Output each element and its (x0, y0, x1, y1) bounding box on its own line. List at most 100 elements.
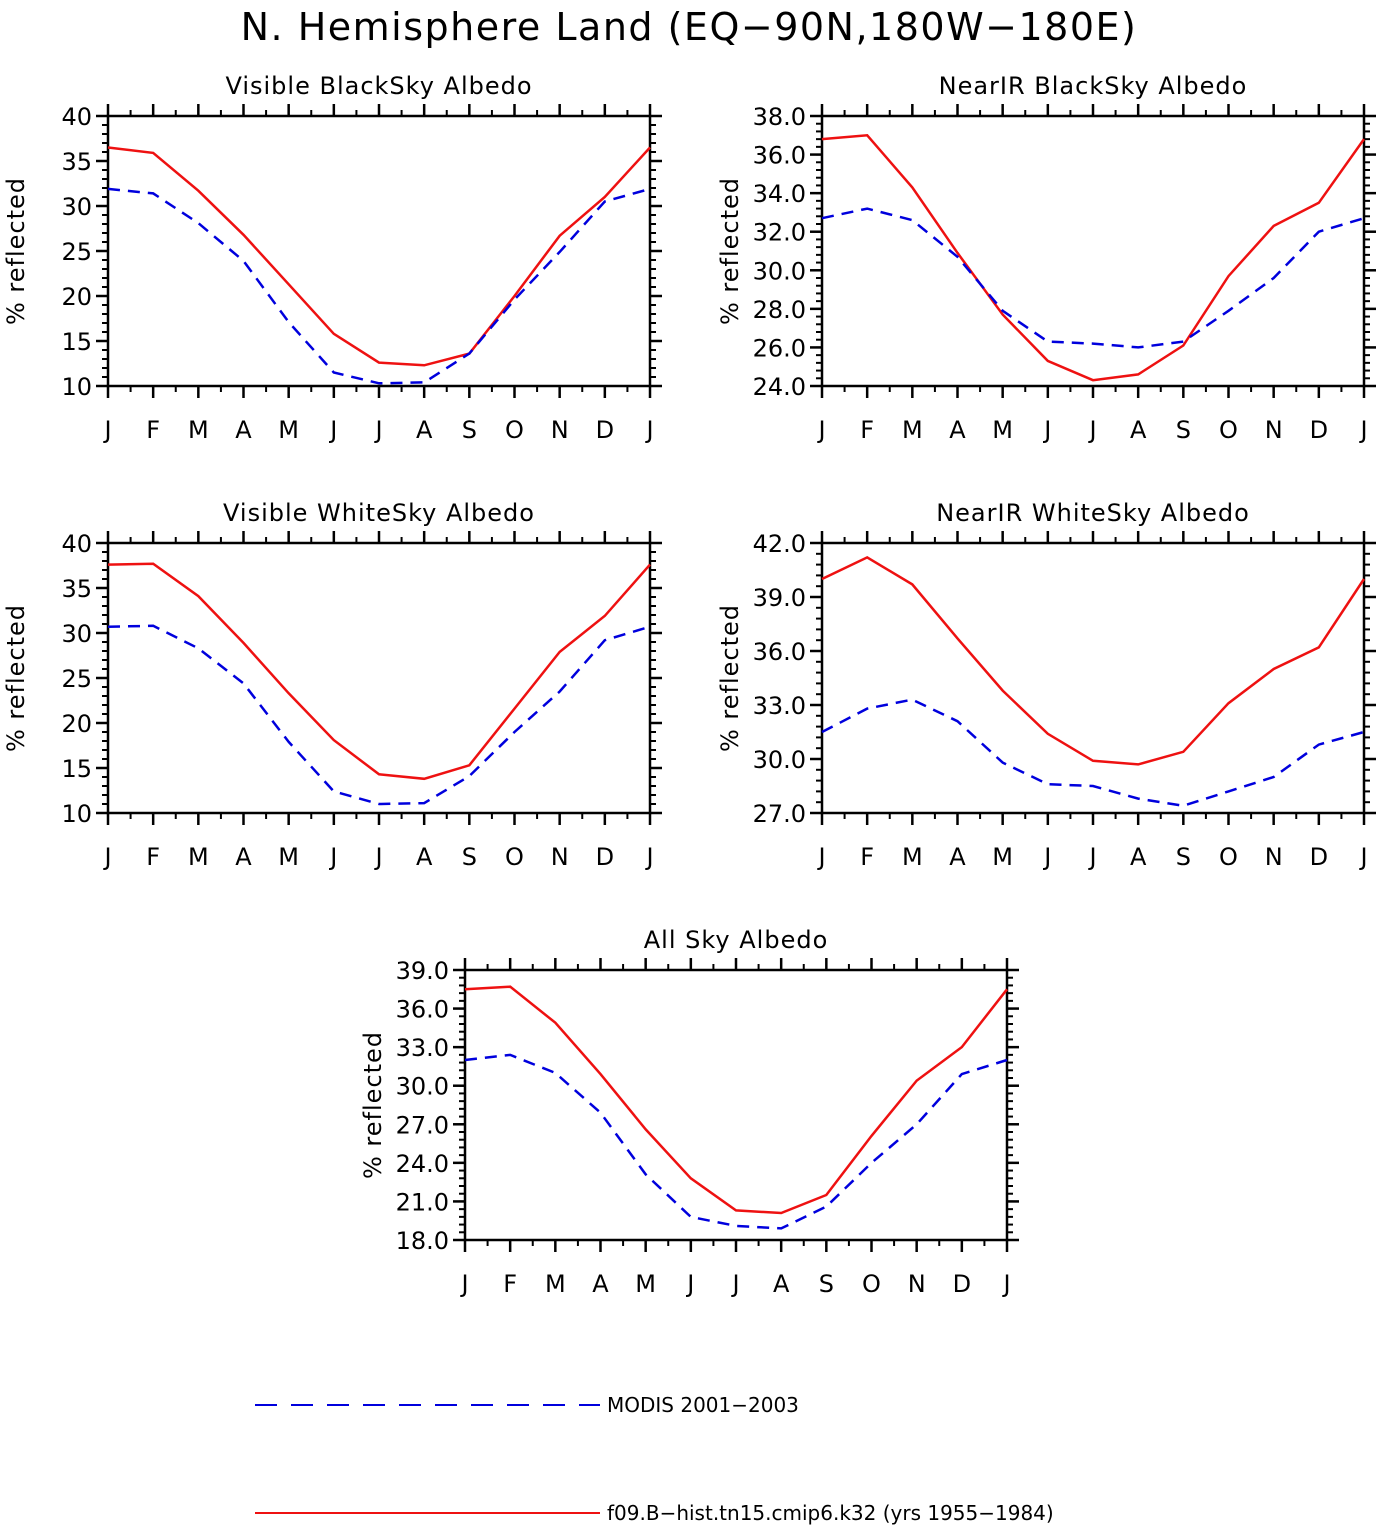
y-tick-label: 36.0 (753, 142, 806, 170)
y-tick-label: 10 (61, 373, 92, 401)
x-tick-label: J (102, 843, 111, 871)
plot-frame (820, 114, 1366, 388)
x-tick-label: N (551, 843, 569, 871)
x-tick-label: J (644, 416, 653, 444)
x-tick-label: J (644, 843, 653, 871)
x-tick-label: S (462, 416, 477, 444)
x-tick-label: J (1358, 843, 1367, 871)
x-tick-label: M (992, 416, 1013, 444)
x-tick-label: M (902, 416, 923, 444)
y-tick-label: 30 (61, 193, 92, 221)
panel-title: Visible BlackSky Albedo (225, 72, 532, 100)
y-tick-label: 10 (61, 800, 92, 828)
x-tick-label: S (462, 843, 477, 871)
x-tick-label: F (146, 843, 160, 871)
x-tick-label: O (505, 843, 524, 871)
y-tick-label: 40 (61, 103, 92, 131)
y-tick-label: 27.0 (753, 800, 806, 828)
x-tick-label: J (1087, 843, 1096, 871)
y-tick-label: 42.0 (753, 530, 806, 558)
series-line-model (821, 555, 1366, 766)
x-tick-label: S (1176, 416, 1191, 444)
x-tick-label: M (545, 1270, 566, 1298)
x-tick-label: D (953, 1270, 971, 1298)
x-tick-label: D (1310, 843, 1328, 871)
y-tick-label: 33.0 (753, 692, 806, 720)
panel-title: Visible WhiteSky Albedo (223, 499, 535, 527)
x-tick-label: M (188, 416, 209, 444)
x-tick-label: F (146, 416, 160, 444)
x-tick-label: D (1310, 416, 1328, 444)
series-line-model (107, 146, 651, 367)
x-tick-label: J (685, 1270, 694, 1298)
x-tick-label: F (860, 416, 874, 444)
x-tick-label: O (505, 416, 524, 444)
y-tick-label: 33.0 (396, 1034, 449, 1062)
x-tick-label: J (730, 1270, 739, 1298)
series-line-model (107, 562, 651, 781)
x-tick-label: M (278, 843, 299, 871)
y-axis-label: % reflected (359, 1031, 387, 1179)
x-tick-label: N (551, 416, 569, 444)
x-tick-label: M (635, 1270, 656, 1298)
x-tick-label: J (328, 843, 337, 871)
x-tick-label: A (592, 1270, 609, 1298)
x-tick-label: J (102, 416, 111, 444)
y-tick-label: 20 (61, 710, 92, 738)
y-axis-label: % reflected (2, 604, 30, 752)
series-line-model (464, 985, 1008, 1215)
legend-label-modis: MODIS 2001−2003 (607, 1393, 799, 1417)
x-tick-label: J (1042, 416, 1051, 444)
x-tick-label: M (278, 416, 299, 444)
x-tick-label: A (949, 416, 966, 444)
y-tick-label: 39.0 (753, 584, 806, 612)
x-tick-label: M (188, 843, 209, 871)
series-line-modis (464, 1053, 1008, 1230)
x-tick-label: M (992, 843, 1013, 871)
x-tick-label: J (459, 1270, 468, 1298)
x-tick-label: J (373, 843, 382, 871)
plot-frame (463, 968, 1009, 1242)
panel-title: NearIR WhiteSky Albedo (936, 499, 1250, 527)
panel-title: All Sky Albedo (644, 926, 829, 954)
plot-frame (106, 114, 652, 388)
y-tick-label: 32.0 (753, 219, 806, 247)
x-tick-label: D (596, 416, 614, 444)
y-tick-label: 18.0 (396, 1227, 449, 1255)
x-tick-label: A (773, 1270, 790, 1298)
x-tick-label: A (416, 416, 433, 444)
x-tick-label: A (235, 843, 252, 871)
y-tick-label: 30.0 (396, 1073, 449, 1101)
x-tick-label: J (1042, 843, 1051, 871)
x-tick-label: J (1001, 1270, 1010, 1298)
x-tick-label: A (1130, 843, 1147, 871)
x-tick-label: A (949, 843, 966, 871)
series-line-modis (821, 207, 1365, 349)
y-tick-label: 36.0 (396, 996, 449, 1024)
series-line-modis (107, 624, 651, 806)
legend-label-model: f09.B−hist.tn15.cmip6.k32 (yrs 1955−1984… (607, 1501, 1054, 1525)
x-tick-label: O (1219, 416, 1238, 444)
y-tick-label: 40 (61, 530, 92, 558)
y-tick-label: 26.0 (753, 334, 806, 362)
x-tick-label: J (1087, 416, 1096, 444)
x-tick-label: J (328, 416, 337, 444)
x-tick-label: A (416, 843, 433, 871)
y-tick-label: 30.0 (753, 746, 806, 774)
x-tick-label: N (1265, 843, 1283, 871)
main-title: N. Hemisphere Land (EQ−90N,180W−180E) (241, 5, 1138, 49)
x-tick-label: D (596, 843, 614, 871)
x-tick-label: O (862, 1270, 881, 1298)
y-tick-label: 24.0 (753, 373, 806, 401)
y-tick-label: 35 (61, 148, 92, 176)
x-tick-label: A (235, 416, 252, 444)
x-tick-label: A (1130, 416, 1147, 444)
y-tick-label: 36.0 (753, 638, 806, 666)
y-axis-label: % reflected (2, 177, 30, 325)
